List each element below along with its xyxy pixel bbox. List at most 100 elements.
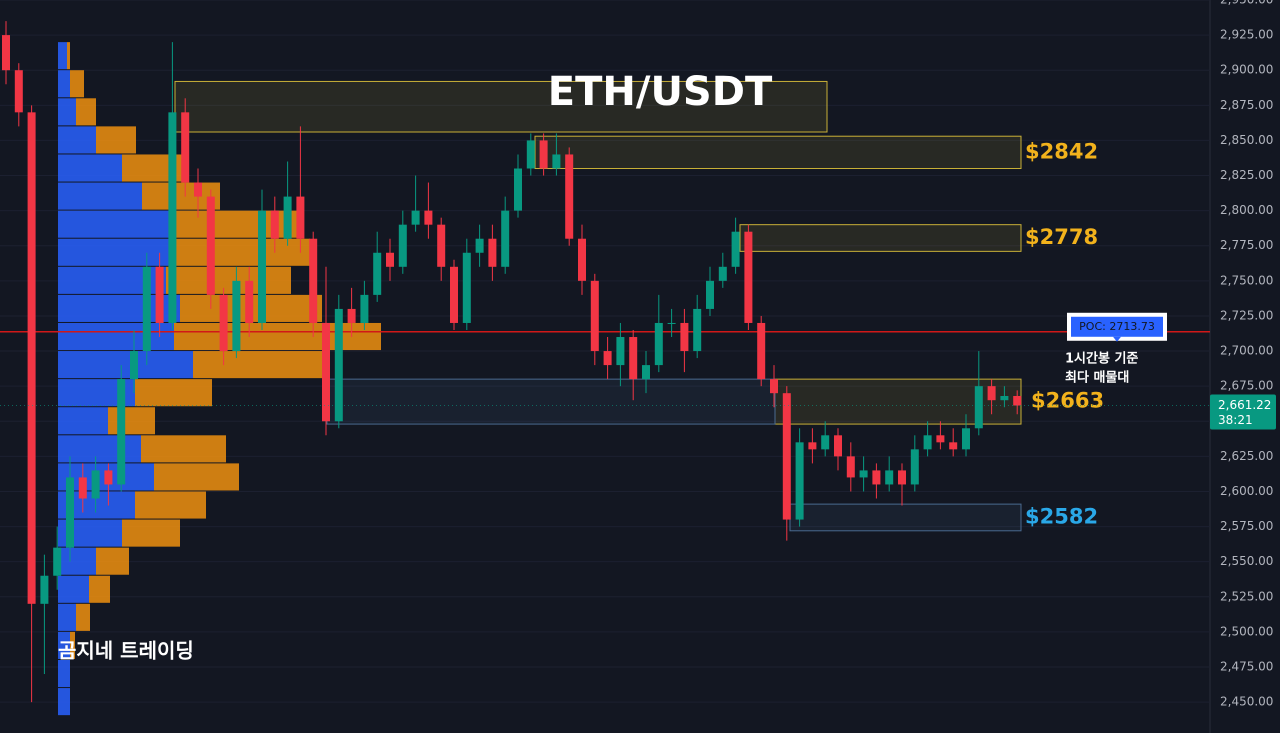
volume-sell-bar	[173, 238, 310, 266]
candle-body	[219, 294, 228, 352]
volume-buy-bar	[58, 182, 142, 210]
y-tick-label: 2,550.00	[1220, 554, 1273, 568]
volume-buy-bar	[58, 42, 67, 70]
zone	[789, 503, 1022, 532]
candle-body	[706, 280, 714, 309]
y-tick-label: 2,800.00	[1220, 203, 1273, 217]
candle-body	[168, 112, 177, 323]
candle-body	[206, 196, 215, 295]
candle-body	[514, 168, 522, 211]
candle-body	[718, 266, 727, 281]
zone	[739, 224, 1022, 252]
candle-body	[603, 351, 612, 366]
candle-body	[14, 70, 23, 113]
candle-body	[488, 238, 497, 267]
last-price-tag	[1210, 394, 1276, 430]
volume-buy-bar	[58, 603, 76, 631]
candle-body	[501, 210, 510, 267]
candle-body	[872, 470, 881, 485]
candle-body	[373, 252, 382, 295]
candle-body	[578, 238, 586, 281]
zone	[326, 378, 776, 425]
candle-body	[539, 140, 548, 169]
candle-body	[667, 322, 676, 324]
candle-body	[2, 35, 10, 71]
candle-body	[936, 435, 945, 443]
candle-body	[526, 140, 535, 169]
y-tick-label: 2,600.00	[1220, 484, 1273, 498]
candle-body	[821, 435, 830, 450]
candle-body	[424, 210, 433, 225]
zone	[174, 80, 828, 133]
annotation: 1시간봉 기준	[1065, 350, 1138, 366]
y-tick-label: 2,450.00	[1220, 695, 1273, 709]
volume-buy-bar	[58, 659, 70, 688]
candle-body	[411, 210, 420, 225]
candle-body	[322, 322, 330, 422]
volume-sell-bar	[135, 491, 206, 519]
poc-pointer	[1113, 336, 1121, 342]
countdown: 38:21	[1218, 413, 1253, 427]
y-tick-label: 2,475.00	[1220, 660, 1273, 674]
candle-body	[347, 308, 356, 323]
volume-sell-bar	[122, 519, 180, 547]
annotation: 최다 매물대	[1065, 369, 1129, 385]
watermark: 곰지네 트레이딩	[58, 639, 194, 663]
volume-buy-bar	[58, 351, 193, 379]
candle-body	[629, 337, 638, 380]
candle-body	[859, 470, 868, 478]
volume-sell-bar	[154, 463, 239, 491]
candle-body	[398, 224, 407, 267]
volume-sell-bar	[76, 98, 96, 126]
candle-body	[616, 337, 625, 366]
volume-buy-bar	[58, 631, 70, 659]
zone	[534, 135, 1022, 170]
last-price-label: 2,661.22	[1218, 398, 1271, 412]
volume-buy-bar	[58, 98, 76, 126]
volume-buy-bar	[58, 210, 173, 238]
candle-body	[808, 442, 817, 450]
volume-buy-bar	[58, 238, 173, 266]
candle-body	[283, 196, 292, 239]
volume-sell-bar	[108, 407, 155, 435]
candle-body	[731, 231, 740, 267]
candle-body	[770, 379, 778, 394]
volume-sell-bar	[67, 42, 70, 70]
candle-body	[1000, 395, 1009, 401]
volume-sell-bar	[70, 70, 84, 98]
candle-body	[360, 294, 369, 323]
volume-sell-bar	[76, 603, 90, 631]
y-tick-label: 2,725.00	[1220, 308, 1273, 322]
candle-body	[475, 238, 484, 253]
candle-body	[693, 308, 702, 352]
candle-body	[910, 449, 919, 485]
candle-body	[437, 224, 446, 267]
candle-body	[334, 308, 343, 422]
candle-body	[757, 322, 766, 380]
y-tick-label: 2,700.00	[1220, 344, 1273, 358]
y-tick-label: 2,925.00	[1220, 28, 1273, 42]
volume-sell-bar	[122, 154, 187, 182]
volume-buy-bar	[58, 435, 141, 463]
candle-body	[552, 154, 561, 169]
poc-tag-label: POC: 2713.73	[1079, 320, 1155, 333]
candle-body	[53, 547, 62, 576]
zone-label: $2663	[1031, 389, 1104, 413]
zone-label: $2582	[1025, 504, 1098, 528]
y-tick-label: 2,675.00	[1220, 379, 1273, 393]
candle-body	[78, 477, 87, 499]
y-tick-label: 2,625.00	[1220, 449, 1273, 463]
y-tick-label: 2,900.00	[1220, 63, 1273, 77]
volume-sell-bar	[70, 631, 75, 659]
volume-buy-bar	[58, 688, 70, 716]
volume-buy-bar	[58, 575, 89, 603]
candle-body	[270, 210, 279, 239]
candle-body	[795, 442, 804, 520]
candle-body	[949, 442, 958, 450]
volume-sell-bar	[135, 379, 212, 407]
volume-buy-bar	[58, 154, 122, 182]
candle-body	[565, 154, 574, 239]
candle-body	[155, 266, 164, 323]
candle-body	[130, 351, 138, 380]
candle-body	[680, 322, 689, 352]
